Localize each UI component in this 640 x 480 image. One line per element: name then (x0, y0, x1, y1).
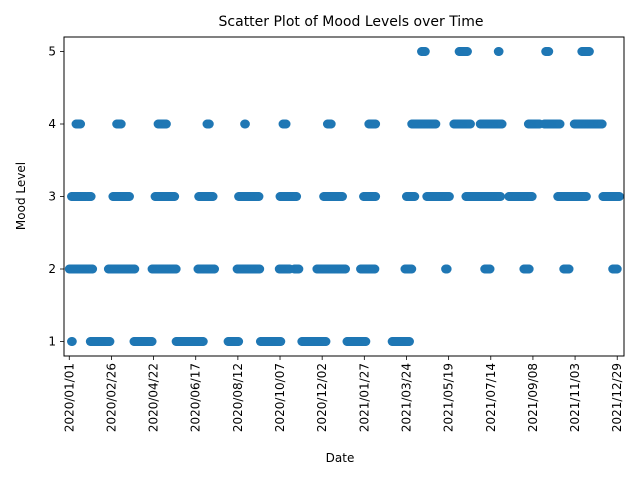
x-tick-label: 2020/08/12 (231, 363, 245, 432)
data-point (254, 192, 264, 201)
data-point (555, 119, 565, 129)
x-axis: 2020/01/01 2020/02/26 2020/04/22 2020/06/17… (62, 356, 624, 432)
data-point (130, 264, 140, 274)
data-point (170, 192, 180, 201)
data-point (326, 119, 336, 129)
points-layer (64, 47, 624, 346)
data-point (494, 47, 504, 56)
data-point (171, 264, 181, 274)
data-point (462, 47, 472, 56)
data-point (67, 337, 77, 346)
data-point (337, 192, 347, 201)
data-point (116, 119, 126, 129)
data-point (407, 264, 417, 274)
data-point (161, 119, 171, 129)
data-point (420, 47, 430, 56)
data-point (581, 192, 591, 201)
data-point (292, 192, 302, 201)
data-point (198, 337, 208, 346)
data-point (234, 337, 244, 346)
data-point (86, 192, 96, 201)
y-tick-label: 2 (48, 262, 56, 276)
data-point (444, 192, 454, 201)
data-point (371, 119, 381, 129)
data-point (88, 264, 98, 274)
data-point (208, 192, 218, 201)
data-point (527, 192, 537, 201)
x-tick-label: 2021/09/08 (526, 363, 540, 432)
chart-title: Scatter Plot of Mood Levels over Time (219, 14, 484, 30)
data-point (465, 119, 475, 129)
x-tick-label: 2021/12/29 (610, 363, 624, 432)
x-tick-label: 2021/03/24 (399, 363, 413, 432)
data-point (204, 119, 214, 129)
data-point (361, 337, 371, 346)
data-point (584, 47, 594, 56)
data-point (442, 264, 452, 274)
x-tick-label: 2020/01/01 (62, 363, 76, 432)
y-tick-label: 5 (48, 45, 56, 59)
data-point (524, 264, 534, 274)
data-point (240, 119, 250, 129)
data-point (597, 119, 607, 129)
data-point (105, 337, 115, 346)
data-point (404, 337, 414, 346)
x-tick-label: 2020/02/26 (104, 363, 118, 432)
y-axis: 1 2 3 4 5 (48, 45, 64, 349)
data-point (497, 119, 507, 129)
data-point (370, 264, 380, 274)
data-point (612, 264, 622, 274)
data-point (210, 264, 220, 274)
data-point (147, 337, 157, 346)
data-point (321, 337, 331, 346)
y-tick-label: 4 (48, 117, 56, 131)
data-point (614, 192, 624, 201)
data-point (255, 264, 265, 274)
data-point (431, 119, 441, 129)
data-point (544, 47, 554, 56)
y-axis-label: Mood Level (14, 162, 28, 230)
x-axis-label: Date (326, 451, 355, 465)
data-point (276, 337, 286, 346)
x-tick-label: 2020/04/22 (147, 363, 161, 432)
data-point (496, 192, 506, 201)
data-point (124, 192, 134, 201)
data-point (485, 264, 495, 274)
y-tick-label: 1 (48, 335, 56, 349)
data-point (341, 264, 351, 274)
data-point (294, 264, 304, 274)
x-tick-label: 2020/10/07 (273, 363, 287, 432)
x-tick-label: 2021/11/03 (568, 363, 582, 432)
data-point (564, 264, 574, 274)
x-tick-label: 2021/01/27 (357, 363, 371, 432)
x-tick-label: 2020/06/17 (189, 363, 203, 432)
data-point (281, 119, 291, 129)
data-point (371, 192, 381, 201)
x-tick-label: 2020/12/02 (315, 363, 329, 432)
data-point (410, 192, 420, 201)
x-tick-label: 2021/07/14 (484, 363, 498, 432)
data-point (76, 119, 86, 129)
y-tick-label: 3 (48, 190, 56, 204)
x-tick-label: 2021/05/19 (442, 363, 456, 432)
